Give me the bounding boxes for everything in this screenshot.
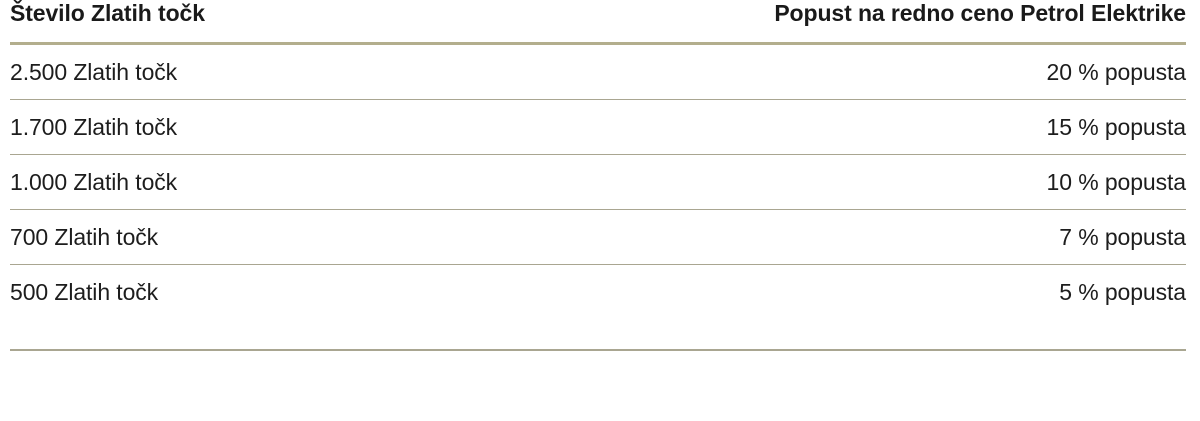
column-header-points: Število Zlatih točk [10,0,205,26]
table-bottom-rule [10,349,1186,351]
cell-points: 1.000 Zlatih točk [10,154,622,210]
table-row: 2.500 Zlatih točk 20 % popusta [10,43,1186,100]
cell-points: 700 Zlatih točk [10,209,622,265]
cell-points: 2.500 Zlatih točk [10,43,622,100]
table-header: Število Zlatih točk Popust na redno ceno… [10,0,1186,44]
discount-table-container: Število Zlatih točk Popust na redno ceno… [10,0,1186,319]
cell-discount: 5 % popusta [1059,278,1186,305]
cell-points: 1.700 Zlatih točk [10,99,622,155]
table-row: 1.700 Zlatih točk 15 % popusta [10,99,1186,155]
cell-discount: 20 % popusta [621,43,1186,100]
cell-points: 500 Zlatih točk [10,278,159,305]
cell-discount: 7 % popusta [621,209,1186,265]
column-header-discount: Popust na redno ceno Petrol Elektrike [774,0,1186,26]
table-row: 1.000 Zlatih točk 10 % popusta [10,154,1186,210]
table-header-row: Število Zlatih točk Popust na redno ceno… [10,0,1186,44]
cell-discount: 10 % popusta [621,154,1186,210]
table-row: 700 Zlatih točk 7 % popusta [10,209,1186,265]
table-body: 2.500 Zlatih točk 20 % popusta 1.700 Zla… [10,43,1186,320]
table-row: 500 Zlatih točk 5 % popusta [10,265,1186,320]
golden-points-discount-table: Število Zlatih točk Popust na redno ceno… [10,0,1186,319]
cell-discount: 15 % popusta [621,99,1186,155]
